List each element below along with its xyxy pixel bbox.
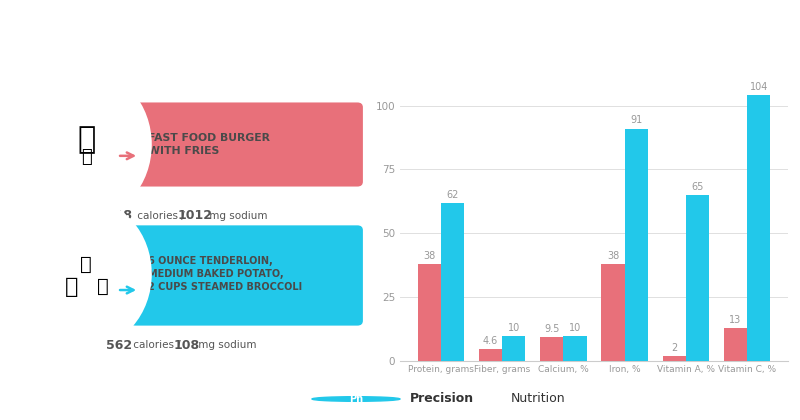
Text: 🥩: 🥩: [65, 277, 78, 297]
Text: 10: 10: [569, 323, 581, 333]
Bar: [502, 336, 526, 361]
Text: 2: 2: [671, 343, 678, 353]
Text: 1012: 1012: [178, 209, 212, 222]
Bar: [686, 195, 709, 361]
Text: 38: 38: [607, 251, 619, 261]
Bar: [602, 264, 625, 361]
Text: calories /: calories /: [134, 211, 187, 220]
Text: 🥦: 🥦: [80, 255, 92, 274]
Bar: [479, 349, 502, 361]
Text: Precision: Precision: [410, 393, 474, 405]
Text: Nutrition: Nutrition: [510, 393, 565, 405]
Bar: [418, 264, 441, 361]
Text: 🍟: 🍟: [81, 148, 92, 166]
Text: 10: 10: [508, 323, 520, 333]
Text: 38: 38: [423, 251, 435, 261]
Text: 104: 104: [750, 82, 768, 92]
Circle shape: [312, 396, 400, 402]
Bar: [540, 337, 563, 361]
Text: 🍔: 🍔: [77, 125, 95, 154]
Bar: [625, 129, 648, 361]
Ellipse shape: [21, 200, 152, 348]
Bar: [724, 328, 747, 361]
Text: BENEFICIAL NUTRIENTS: BENEFICIAL NUTRIENTS: [262, 17, 538, 37]
Text: 9.5: 9.5: [544, 324, 559, 334]
Text: calories /: calories /: [130, 340, 184, 350]
Text: 4.6: 4.6: [483, 336, 498, 346]
FancyBboxPatch shape: [130, 102, 363, 186]
Text: FAST FOOD BURGER
WITH FRIES: FAST FOOD BURGER WITH FRIES: [148, 133, 270, 156]
Text: 918: 918: [106, 209, 132, 222]
Text: 62: 62: [446, 189, 458, 200]
Bar: [563, 336, 586, 361]
Text: 🥔: 🥔: [97, 277, 109, 296]
Ellipse shape: [21, 70, 152, 219]
Text: 13: 13: [730, 315, 742, 325]
Text: 562: 562: [106, 339, 133, 352]
Text: mg sodium: mg sodium: [206, 211, 268, 220]
Bar: [662, 356, 686, 361]
Bar: [441, 203, 464, 361]
Bar: [747, 95, 770, 361]
Text: 65: 65: [691, 182, 704, 192]
Text: 6 OUNCE TENDERLOIN,
MEDIUM BAKED POTATO,
2 CUPS STEAMED BROCCOLI: 6 OUNCE TENDERLOIN, MEDIUM BAKED POTATO,…: [148, 256, 302, 292]
Text: mg sodium: mg sodium: [195, 340, 257, 350]
Text: 91: 91: [630, 116, 642, 126]
Text: 108: 108: [174, 339, 200, 352]
Text: Pn: Pn: [349, 394, 363, 404]
FancyBboxPatch shape: [130, 226, 363, 326]
